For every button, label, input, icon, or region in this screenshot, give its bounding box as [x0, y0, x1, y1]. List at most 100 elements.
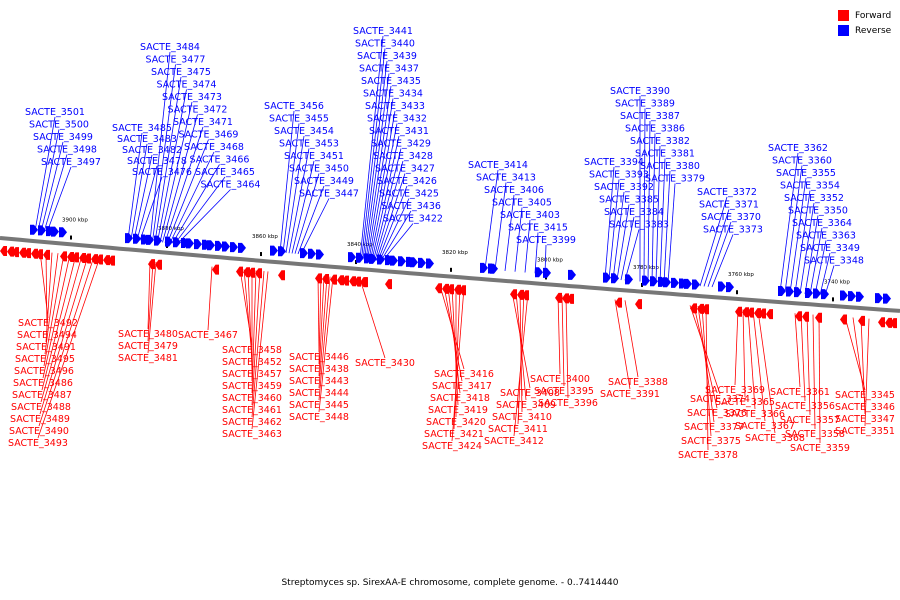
- reverse-gene-label-leader: [784, 165, 803, 293]
- forward-gene-label-leader: [45, 252, 53, 343]
- forward-gene-label-leader: [513, 292, 529, 437]
- forward-gene-label: SACTE_3368: [745, 433, 805, 444]
- reverse-gene-label: SACTE_3476: [132, 167, 192, 178]
- forward-gene-arrow: [342, 275, 349, 286]
- reverse-gene-arrow: [230, 242, 238, 253]
- reverse-gene-arrow: [883, 293, 891, 304]
- forward-gene-label: SACTE_3388: [608, 377, 668, 388]
- reverse-gene-label: SACTE_3390: [610, 86, 670, 97]
- reverse-gene-arrow: [398, 256, 406, 267]
- reverse-gene-label: SACTE_3500: [29, 120, 89, 131]
- forward-gene-label: SACTE_3430: [355, 358, 415, 369]
- axis-tick-label: 3740 kbp: [824, 279, 850, 285]
- forward-gene-label-leader: [42, 254, 71, 379]
- reverse-gene-label: SACTE_3428: [373, 151, 433, 162]
- reverse-gene-label: SACTE_3371: [699, 200, 759, 211]
- reverse-gene-label-leader: [707, 221, 732, 287]
- forward-gene-arrow: [108, 255, 115, 266]
- reverse-gene-arrow: [805, 287, 813, 298]
- forward-gene-label: SACTE_3375: [681, 436, 741, 447]
- reverse-gene-label-leader: [620, 216, 635, 281]
- reverse-gene-label-leader: [371, 135, 400, 261]
- forward-gene-label: SACTE_3374: [690, 394, 750, 405]
- forward-gene-label-leader: [517, 292, 525, 425]
- reverse-gene-label: SACTE_3433: [365, 101, 425, 112]
- reverse-gene-label: SACTE_3469: [179, 130, 239, 141]
- forward-gene-label-leader: [147, 261, 157, 354]
- forward-gene-label-leader: [864, 318, 870, 427]
- forward-gene-arrow: [43, 249, 50, 260]
- forward-gene-label-leader: [318, 276, 334, 413]
- reverse-gene-label: SACTE_3473: [162, 92, 222, 103]
- reverse-gene-label: SACTE_3484: [140, 42, 200, 53]
- reverse-gene-label-leader: [167, 139, 209, 243]
- reverse-gene-label-leader: [136, 165, 158, 241]
- reverse-gene-label: SACTE_3389: [615, 99, 675, 110]
- reverse-gene-label: SACTE_3498: [37, 145, 97, 156]
- reverse-gene-arrow: [480, 262, 488, 273]
- forward-gene-label-leader: [207, 266, 213, 331]
- forward-gene-label: SACTE_3377: [684, 422, 744, 433]
- reverse-gene-label: SACTE_3403: [500, 210, 560, 221]
- reverse-gene-label: SACTE_3393: [589, 170, 649, 181]
- reverse-gene-label-leader: [794, 190, 811, 294]
- forward-gene-label: SACTE_3356: [775, 401, 835, 412]
- forward-gene-label-leader: [747, 309, 756, 410]
- forward-gene-label: SACTE_3489: [10, 414, 70, 425]
- reverse-gene-label-leader: [514, 207, 523, 272]
- forward-gene-label-leader: [251, 270, 261, 406]
- legend-forward: Forward: [838, 8, 891, 23]
- forward-gene-label: SACTE_3417: [432, 381, 492, 392]
- reverse-gene-label: SACTE_3456: [264, 101, 324, 112]
- reverse-gene-arrow: [215, 240, 223, 251]
- reverse-gene-arrow: [794, 287, 802, 298]
- reverse-gene-arrow: [426, 258, 434, 269]
- reverse-gene-label: SACTE_3468: [184, 142, 244, 153]
- reverse-gene-label: SACTE_3447: [299, 189, 359, 200]
- forward-gene-label: SACTE_3488: [11, 402, 71, 413]
- forward-gene-arrow: [815, 312, 822, 323]
- reverse-gene-label-leader: [370, 123, 398, 261]
- reverse-gene-label: SACTE_3350: [788, 206, 848, 217]
- reverse-gene-label-leader: [282, 123, 300, 253]
- axis-tick-label: 3880 kbp: [158, 226, 184, 232]
- reverse-gene-arrow: [194, 239, 202, 250]
- forward-gene-arrow: [885, 317, 892, 328]
- reverse-gene-label-leader: [789, 177, 807, 293]
- reverse-gene-label: SACTE_3406: [484, 185, 544, 196]
- reverse-gene-label-leader: [139, 176, 163, 241]
- reverse-gene-label-leader: [643, 108, 646, 282]
- reverse-gene-label-leader: [291, 160, 315, 254]
- reverse-gene-label: SACTE_3360: [772, 156, 832, 167]
- reverse-gene-label-leader: [359, 35, 384, 260]
- reverse-gene-label-leader: [380, 210, 412, 262]
- forward-gene-label: SACTE_3412: [484, 436, 544, 447]
- reverse-gene-label: SACTE_3482: [122, 145, 182, 156]
- reverse-gene-label-leader: [616, 204, 630, 280]
- reverse-gene-label: SACTE_3453: [279, 139, 339, 150]
- reverse-gene-label: SACTE_3465: [195, 167, 255, 178]
- reverse-gene-label: SACTE_3466: [190, 155, 250, 166]
- forward-gene-label-leader: [38, 256, 95, 427]
- reverse-swatch: [838, 25, 849, 36]
- reverse-gene-label-leader: [159, 101, 193, 243]
- reverse-gene-arrow: [813, 288, 821, 299]
- reverse-gene-label-leader: [130, 143, 148, 240]
- forward-gene-label-leader: [818, 314, 821, 444]
- reverse-gene-label-leader: [779, 152, 799, 293]
- reverse-gene-label-leader: [655, 145, 661, 283]
- forward-gene-arrow: [802, 311, 809, 322]
- forward-gene-label: SACTE_3492: [18, 318, 78, 329]
- forward-gene-arrow: [24, 248, 31, 259]
- reverse-gene-label-leader: [608, 179, 620, 280]
- reverse-gene-arrow: [173, 237, 181, 248]
- reverse-gene-label: SACTE_3472: [168, 105, 228, 116]
- reverse-gene-arrow: [875, 293, 883, 304]
- axis-tick: [450, 267, 452, 272]
- legend-forward-label: Forward: [855, 10, 892, 21]
- forward-gene-label-leader: [752, 310, 766, 422]
- reverse-gene-label: SACTE_3437: [359, 64, 419, 75]
- forward-gene-label: SACTE_3424: [422, 441, 482, 452]
- forward-gene-label-leader: [247, 269, 253, 370]
- reverse-gene-label-leader: [34, 116, 56, 232]
